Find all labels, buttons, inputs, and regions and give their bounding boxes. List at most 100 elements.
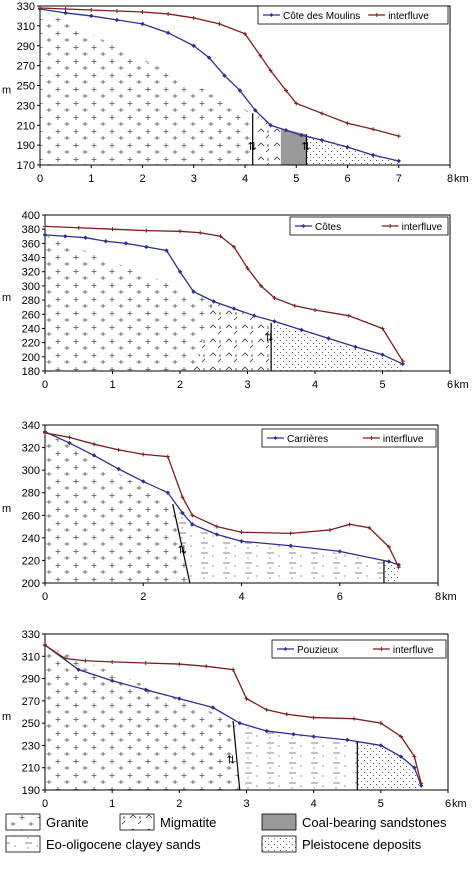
chart-legend: Carrières interfluve [261, 428, 437, 448]
legend-label-interfluve: interfluve [393, 645, 434, 656]
data-point [191, 289, 196, 294]
data-point [272, 295, 277, 300]
data-point [166, 11, 171, 16]
x-tick-label: 6 [447, 379, 453, 391]
y-tick-label: 280 [22, 295, 40, 307]
data-point [371, 127, 376, 132]
data-point [114, 17, 120, 23]
data-point [396, 565, 401, 570]
data-point [63, 234, 68, 239]
data-point [141, 452, 146, 457]
y-tick-label: 300 [22, 465, 40, 477]
data-point [191, 43, 196, 48]
data-point [123, 241, 129, 246]
data-point [288, 543, 293, 548]
y-tick-label: 180 [22, 366, 40, 378]
data-point [165, 454, 170, 459]
series-interfluve [38, 5, 401, 139]
fill-granite [45, 234, 214, 371]
legend-frame [261, 428, 437, 448]
lithology-legend: Granite Migmatite Coal-bearing sandstones E… [5, 813, 447, 853]
legend-swatch-clay [5, 835, 41, 853]
data-point [143, 687, 148, 692]
data-point [370, 152, 376, 158]
y-tick-label: 230 [17, 100, 35, 112]
fault-line [172, 503, 191, 583]
legend-marker-valley [273, 436, 278, 440]
data-point [214, 532, 220, 537]
data-point [386, 559, 392, 564]
series-interfluve [43, 643, 424, 786]
data-point [190, 513, 195, 518]
data-point [258, 53, 263, 58]
legend-marker-valley [269, 13, 274, 17]
data-point [319, 137, 325, 143]
fault-symbol: ⇅ [264, 332, 273, 344]
data-point [180, 495, 185, 500]
data-point [63, 10, 68, 16]
x-tick-label: 3 [243, 798, 249, 810]
legend-frame [271, 639, 447, 659]
legend-label-interfluve: interfluve [388, 11, 429, 22]
data-point [319, 111, 324, 116]
series-line [44, 234, 404, 365]
geology-fills: ⇅ ⇅ [40, 8, 399, 165]
legend-item-coal: Coal-bearing sandstones [261, 813, 447, 831]
data-point [140, 9, 145, 14]
series-interfluve [43, 430, 401, 570]
y-tick-label: 220 [22, 338, 40, 350]
data-point [367, 525, 372, 530]
data-point [283, 128, 289, 133]
legend-label-valley: Côtes [315, 222, 341, 233]
data-point [239, 539, 244, 544]
data-point [243, 31, 247, 36]
fill-granite [45, 431, 190, 583]
y-tick-label: 210 [17, 120, 35, 132]
y-tick-label: 220 [22, 555, 40, 567]
y-tick-label: 340 [22, 420, 40, 432]
legend-label-valley: Pouzieux [297, 645, 338, 656]
x-tick-label: 3 [191, 173, 197, 185]
y-unit-label: m [2, 503, 11, 515]
data-point [259, 283, 263, 288]
data-point [284, 712, 289, 717]
y-tick-label: 260 [22, 510, 40, 522]
data-point [63, 656, 68, 661]
data-point [346, 313, 351, 318]
data-point [109, 678, 115, 683]
y-tick-label: 380 [22, 224, 40, 236]
legend-swatch-coal [261, 813, 297, 831]
data-point [164, 248, 169, 253]
data-point [347, 522, 352, 527]
legend-marker-interfluve [374, 13, 379, 17]
chart-legend: Pouzieux interfluve [271, 639, 447, 659]
legend-label-granite: Granite [46, 815, 89, 830]
data-point [89, 13, 94, 19]
series-valley [37, 6, 401, 164]
data-point [237, 720, 242, 726]
legend-frame [289, 216, 449, 236]
data-point [345, 144, 350, 150]
data-point [396, 134, 401, 139]
y-tick-label: 280 [22, 488, 40, 500]
legend-item-granite: Granite [5, 813, 89, 831]
fill-coal [280, 128, 307, 165]
data-point [418, 783, 424, 788]
data-point [400, 359, 405, 364]
data-point [140, 21, 145, 27]
x-tick-label: 4 [311, 798, 317, 810]
legend-frame [257, 5, 449, 25]
legend-label-valley: Côte des Moulins [283, 11, 360, 22]
series-line [44, 225, 404, 362]
data-point [345, 121, 350, 126]
legend-marker-interfluve [379, 647, 384, 651]
chart-3: ⇅ 200 220 240 260 280 300 320 340 0 2 4 6 8 m km Carrièr… [2, 420, 457, 603]
data-point [38, 5, 42, 10]
data-point [103, 239, 108, 244]
y-tick-label: 190 [22, 785, 40, 797]
data-point [313, 308, 317, 313]
fill-granite [40, 8, 253, 165]
y-unit-label: m [2, 84, 11, 96]
data-point [264, 707, 269, 712]
